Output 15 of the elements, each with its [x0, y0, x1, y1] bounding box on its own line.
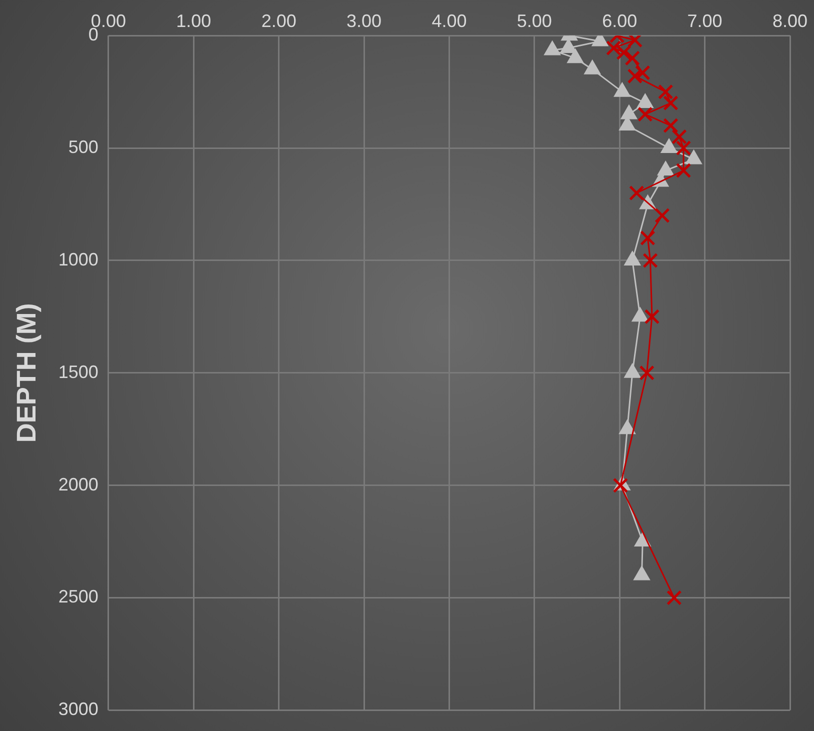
- y-axis-title: DEPTH (M): [12, 303, 42, 443]
- x-tick-label: 5.00: [516, 10, 552, 31]
- y-tick-label: 2000: [58, 474, 98, 494]
- y-tick-label: 3000: [58, 699, 98, 720]
- x-tick-label: 1.00: [176, 10, 212, 31]
- y-tick-label: 500: [68, 137, 98, 157]
- x-tick-label: 2.00: [261, 10, 296, 31]
- x-tick-label: 8.00: [772, 10, 808, 31]
- x-tick-label: 7.00: [687, 10, 722, 31]
- x-tick-label: 4.00: [432, 10, 467, 31]
- y-tick-label: 1000: [58, 249, 98, 270]
- y-tick-label: 1500: [58, 362, 98, 382]
- x-tick-label: 6.00: [602, 10, 638, 31]
- y-tick-label: 2500: [58, 586, 98, 607]
- x-tick-label: 3.00: [346, 10, 382, 31]
